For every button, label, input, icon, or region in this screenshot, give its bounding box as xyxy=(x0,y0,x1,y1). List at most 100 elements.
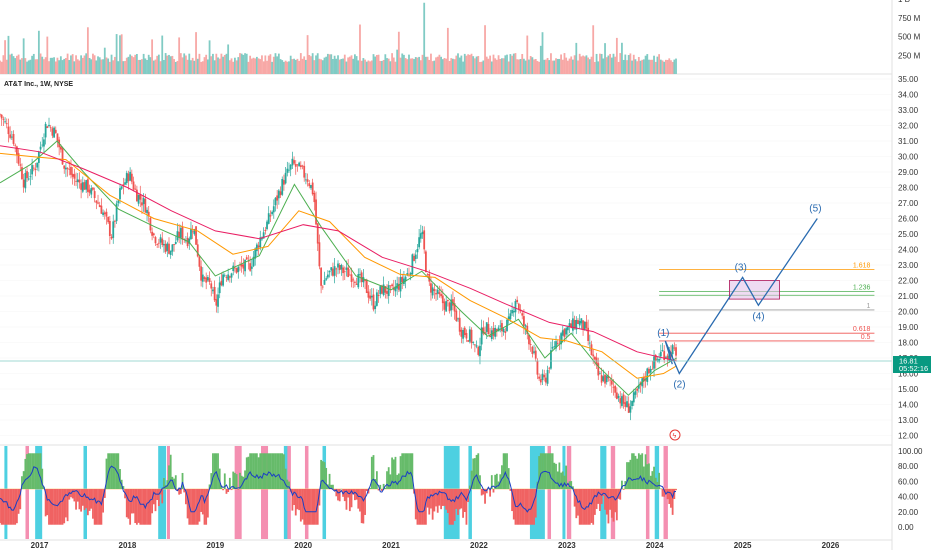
candle-body xyxy=(120,186,123,189)
oscillator-bar xyxy=(293,489,295,506)
oscillator-bar xyxy=(2,489,5,525)
volume-bar xyxy=(430,53,432,74)
oscillator-bar xyxy=(301,489,304,520)
volume-bar xyxy=(134,54,137,74)
volume-bar xyxy=(37,30,40,75)
candle-body xyxy=(575,319,578,330)
volume-bar xyxy=(622,59,625,74)
volume-pane: 250 M 500 M 750 M 1 B xyxy=(0,0,921,75)
volume-bar xyxy=(125,57,128,74)
oscillator-bar xyxy=(409,453,412,489)
volume-bar xyxy=(61,60,64,74)
candle-body xyxy=(316,223,319,244)
volume-bar xyxy=(277,53,280,74)
candle-body xyxy=(338,264,341,271)
candle-body xyxy=(68,168,71,170)
volume-bar xyxy=(568,58,571,74)
volume-bar xyxy=(0,60,1,74)
candle-body xyxy=(413,256,415,261)
price-tick-label: 19.00 xyxy=(898,323,919,332)
volume-bar xyxy=(501,58,503,74)
candle-body xyxy=(352,279,355,281)
oscillator-bar xyxy=(599,489,601,511)
candle-body xyxy=(102,212,104,215)
candle-body xyxy=(85,180,88,190)
candle-body xyxy=(242,264,245,269)
volume-bar xyxy=(102,59,104,74)
oscillator-bar xyxy=(112,453,115,489)
oscillator-bar xyxy=(313,489,316,525)
oscillator-bar xyxy=(414,489,417,520)
candle-body xyxy=(259,237,262,248)
candle-body xyxy=(252,256,255,267)
candle-body xyxy=(659,351,662,357)
oscillator-bar xyxy=(157,489,160,507)
volume-bar xyxy=(4,40,6,74)
candle-body xyxy=(565,328,568,335)
candle-body xyxy=(457,318,459,320)
current-price-badge xyxy=(893,356,931,373)
candle-body xyxy=(147,211,150,217)
oscillator-bar xyxy=(247,456,250,489)
candle-body xyxy=(619,398,622,404)
oscillator-bar xyxy=(658,472,661,489)
oscillator-bar xyxy=(304,489,307,525)
candle-body xyxy=(70,167,72,175)
candle-body xyxy=(524,325,527,327)
candle-body xyxy=(577,320,579,324)
volume-bar xyxy=(499,58,502,74)
oscillator-bar xyxy=(370,456,373,489)
oscillator-bar xyxy=(181,472,184,489)
candle-body xyxy=(257,245,260,248)
oscillator-bar xyxy=(462,489,464,518)
candle-body xyxy=(230,273,233,278)
oscillator-bar xyxy=(348,489,351,512)
candle-body xyxy=(213,286,216,301)
event-icon[interactable]: ϟ xyxy=(669,429,681,441)
oscillator-bar xyxy=(455,489,458,509)
candle-body xyxy=(541,373,544,381)
candle-body xyxy=(288,169,290,171)
oscillator-bar xyxy=(279,453,282,489)
oscillator-bar xyxy=(196,489,199,525)
candle-body xyxy=(159,237,162,243)
candle-body xyxy=(440,293,442,297)
elliott-wave-path[interactable] xyxy=(664,218,818,375)
volume-bar xyxy=(26,61,28,74)
volume-bar xyxy=(342,58,344,74)
volume-bar xyxy=(237,57,240,74)
price-tick-label: 21.00 xyxy=(898,292,919,301)
volume-bar xyxy=(244,53,246,74)
candle-body xyxy=(321,286,324,288)
candle-body xyxy=(414,254,417,259)
volume-bar xyxy=(558,58,561,74)
oscillator-bar xyxy=(588,489,591,525)
volume-tick-label: 750 M xyxy=(898,14,921,23)
candle-body xyxy=(379,286,382,295)
volume-bar xyxy=(473,58,476,74)
oscillator-tick-label: 40.00 xyxy=(898,493,919,502)
candle-body xyxy=(381,285,383,294)
candle-body xyxy=(234,267,236,269)
candle-body xyxy=(648,368,650,374)
oscillator-bar xyxy=(490,475,493,489)
target-zone-box[interactable] xyxy=(729,280,780,300)
price-tick-label: 31.00 xyxy=(898,137,919,146)
candle-body xyxy=(666,355,669,359)
oscillator-bar xyxy=(284,468,287,489)
oscillator-bar xyxy=(404,453,407,489)
volume-bar xyxy=(245,53,248,74)
oscillator-bar xyxy=(457,489,459,515)
volume-bar xyxy=(354,54,356,74)
oscillator-bar xyxy=(396,474,399,489)
volume-bar xyxy=(5,59,8,74)
time-tick-label: 2019 xyxy=(206,541,224,550)
volume-bar xyxy=(293,58,295,74)
oscillator-pane: 0.00 20.00 40.00 60.00 80.00 100.00 xyxy=(0,444,923,539)
candle-body xyxy=(555,341,557,349)
volume-bar xyxy=(81,57,84,74)
moving-average-line xyxy=(0,140,677,396)
candle-body xyxy=(65,167,67,170)
